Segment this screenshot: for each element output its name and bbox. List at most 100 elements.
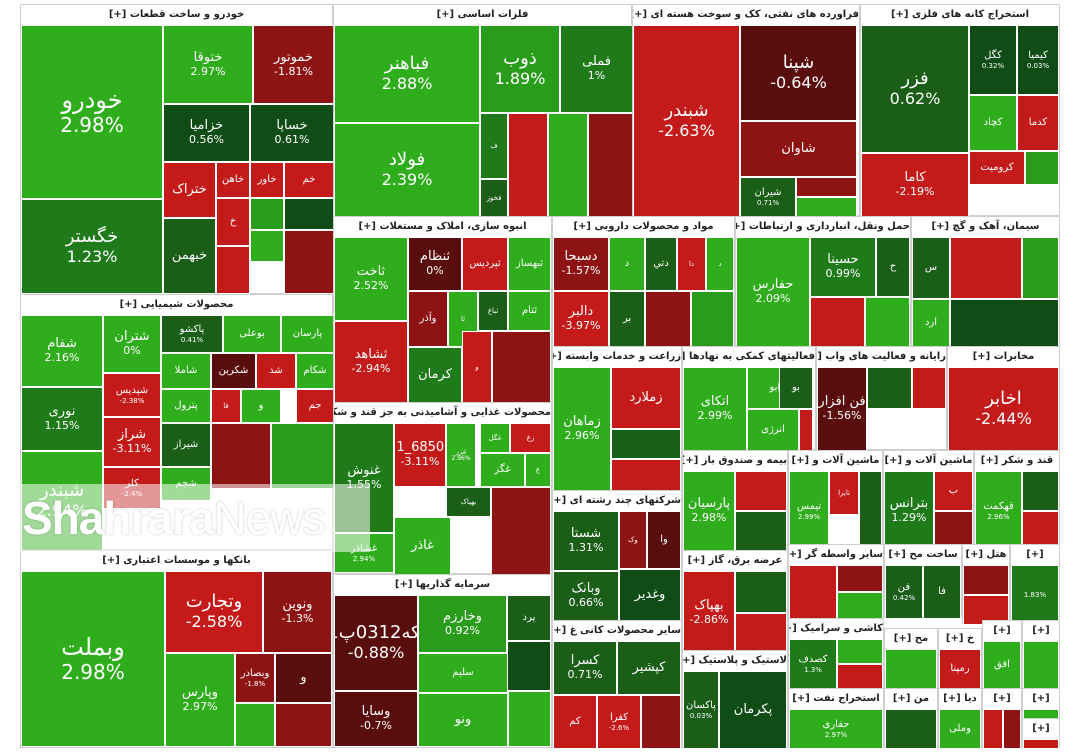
stock-tile[interactable]: فا xyxy=(923,565,961,619)
stock-tile[interactable] xyxy=(284,230,334,294)
stock-tile[interactable]: ثباغ xyxy=(478,291,508,331)
stock-tile[interactable]: بوعلی xyxy=(223,315,281,353)
stock-tile[interactable]: غگز xyxy=(480,453,525,487)
sector-title[interactable]: دیا [+] xyxy=(939,689,981,709)
stock-tile[interactable] xyxy=(789,565,837,619)
stock-tile[interactable]: پارسان xyxy=(281,315,334,353)
stock-tile[interactable] xyxy=(1022,471,1059,511)
stock-tile[interactable]: شاملا xyxy=(161,353,211,389)
stock-tile[interactable]: فولاد 2.39% xyxy=(334,123,480,217)
stock-tile[interactable]: فملی 1% xyxy=(560,25,633,113)
stock-tile[interactable]: ثپردیس xyxy=(462,237,508,291)
stock-tile[interactable]: و xyxy=(462,331,492,403)
sector-title[interactable]: استخراج نفت [+] xyxy=(789,689,883,709)
sector-title[interactable]: سایر واسطه گر [+] xyxy=(789,545,883,565)
stock-tile[interactable]: خاهن xyxy=(216,162,250,198)
stock-tile[interactable]: کاما -2.19% xyxy=(861,153,969,217)
stock-tile[interactable] xyxy=(548,113,588,217)
stock-tile[interactable]: وا xyxy=(647,511,681,569)
stock-tile[interactable] xyxy=(837,664,883,689)
stock-tile[interactable]: پاکشو 0.41% xyxy=(161,315,223,353)
stock-tile[interactable]: وملی xyxy=(939,709,981,749)
sector-title[interactable]: شرکتهای چند رشته ای [+] xyxy=(553,491,681,511)
stock-tile[interactable]: ف xyxy=(480,113,508,179)
stock-tile[interactable] xyxy=(641,695,681,749)
stock-tile[interactable] xyxy=(983,709,1003,749)
stock-tile[interactable] xyxy=(796,177,857,197)
stock-tile[interactable]: غاذر xyxy=(394,517,451,575)
stock-tile[interactable] xyxy=(963,565,1009,595)
stock-tile[interactable]: افق xyxy=(983,641,1021,689)
stock-tile[interactable] xyxy=(799,409,813,451)
stock-tile[interactable]: وبصادر -1.8% xyxy=(235,653,275,703)
stock-tile[interactable] xyxy=(1025,151,1059,185)
sector-title[interactable]: هتل [+] xyxy=(963,545,1009,565)
stock-tile[interactable]: ذوب 1.89% xyxy=(480,25,560,113)
stock-tile[interactable]: وپارس 2.97% xyxy=(165,653,235,747)
stock-tile[interactable]: خودرو 2.98% xyxy=(21,25,163,199)
stock-tile[interactable]: تایرا xyxy=(829,471,859,515)
stock-tile[interactable] xyxy=(211,423,271,489)
stock-tile[interactable]: بترانس 1.29% xyxy=(884,471,934,551)
stock-tile[interactable]: خم xyxy=(284,162,334,198)
stock-tile[interactable] xyxy=(250,230,284,262)
stock-tile[interactable]: کچاد xyxy=(969,95,1017,151)
stock-tile[interactable]: پرد xyxy=(507,595,551,641)
stock-tile[interactable]: کدما xyxy=(1017,95,1059,151)
stock-tile[interactable]: کرومیت xyxy=(969,151,1025,185)
stock-tile[interactable] xyxy=(885,649,937,689)
stock-tile[interactable] xyxy=(507,641,551,691)
sector-title[interactable]: [+] xyxy=(1023,689,1059,709)
sector-title[interactable]: [+] xyxy=(983,689,1021,709)
stock-tile[interactable]: ونو xyxy=(418,693,508,747)
stock-tile[interactable]: ثنظام 0% xyxy=(408,237,462,291)
stock-tile[interactable]: فن 0.42% xyxy=(885,565,923,619)
sector-title[interactable]: بانکها و موسسات اعتباری [+] xyxy=(21,551,332,571)
stock-tile[interactable]: خبهمن xyxy=(163,218,216,294)
stock-tile[interactable]: بهپاک xyxy=(446,487,491,517)
sector-title[interactable]: فعالیتهای کمکی به نهادها [+] xyxy=(683,347,815,367)
sector-title[interactable]: ماشین آلات و [+] xyxy=(789,451,882,471)
sector-title[interactable]: کاشی و سرامیک [+] xyxy=(789,619,883,639)
stock-tile[interactable] xyxy=(508,691,551,747)
stock-tile[interactable]: ثاخت 2.52% xyxy=(334,237,408,321)
stock-tile[interactable]: پاکسان 0.03% xyxy=(683,671,719,749)
stock-tile[interactable] xyxy=(216,246,250,294)
stock-tile[interactable]: فباهنر 2.88% xyxy=(334,25,480,123)
stock-tile[interactable]: جم xyxy=(296,389,334,423)
stock-tile[interactable]: ارد xyxy=(912,299,950,347)
sector-title[interactable]: حمل ونقل، انبارداری و ارتباطات [+] xyxy=(736,217,910,237)
sector-title[interactable]: استخراج کانه های فلزی [+] xyxy=(861,5,1059,25)
stock-tile[interactable]: شتران 0% xyxy=(103,315,161,373)
sector-title[interactable]: فراورده های نفتی، کک و سوخت هسته ای [+] xyxy=(633,5,859,25)
stock-tile[interactable]: خموتور -1.81% xyxy=(253,25,334,104)
stock-tile[interactable]: دسبحا -1.57% xyxy=(553,237,609,291)
stock-tile[interactable] xyxy=(865,297,910,347)
stock-tile[interactable]: پارسیان 2.98% xyxy=(683,471,735,551)
sector-title[interactable]: سایر محصولات کانی غ [+] xyxy=(553,621,681,641)
stock-tile[interactable]: حسینا 0.99% xyxy=(810,237,876,297)
stock-tile[interactable]: شستا 1.31% xyxy=(553,511,619,571)
stock-tile[interactable] xyxy=(691,291,734,347)
stock-tile[interactable]: و xyxy=(275,653,332,703)
stock-tile[interactable] xyxy=(492,331,551,403)
sector-title[interactable]: سرمایه گذاریها [+] xyxy=(334,575,551,595)
sector-title[interactable]: بیمه و صندوق باز [+] xyxy=(683,451,787,471)
stock-tile[interactable]: بو xyxy=(779,367,813,409)
stock-tile[interactable]: شیراز xyxy=(161,423,211,467)
stock-tile[interactable]: خساپا 0.61% xyxy=(250,104,334,162)
sector-title[interactable]: مواد و محصولات دارویی [+] xyxy=(553,217,734,237)
stock-tile[interactable]: اخابر -2.44% xyxy=(948,367,1059,451)
stock-tile[interactable]: 11_6850غ-3.11% xyxy=(394,423,446,487)
stock-tile[interactable]: کفرا -2.6% xyxy=(597,695,641,749)
stock-tile[interactable]: 1.83% xyxy=(1011,565,1059,625)
stock-tile[interactable] xyxy=(645,291,691,347)
sector-title[interactable]: خودرو و ساخت قطعات [+] xyxy=(21,5,332,25)
stock-tile[interactable]: حفارس 2.09% xyxy=(736,237,810,347)
stock-tile[interactable]: شکام xyxy=(296,353,334,389)
stock-tile[interactable] xyxy=(867,367,912,409)
stock-tile[interactable]: وبانک 0.66% xyxy=(553,571,619,621)
stock-tile[interactable]: شپنا -0.64% xyxy=(740,25,857,121)
stock-tile[interactable]: شاوان xyxy=(740,121,857,177)
stock-tile[interactable]: وتجارت -2.58% xyxy=(165,571,263,653)
